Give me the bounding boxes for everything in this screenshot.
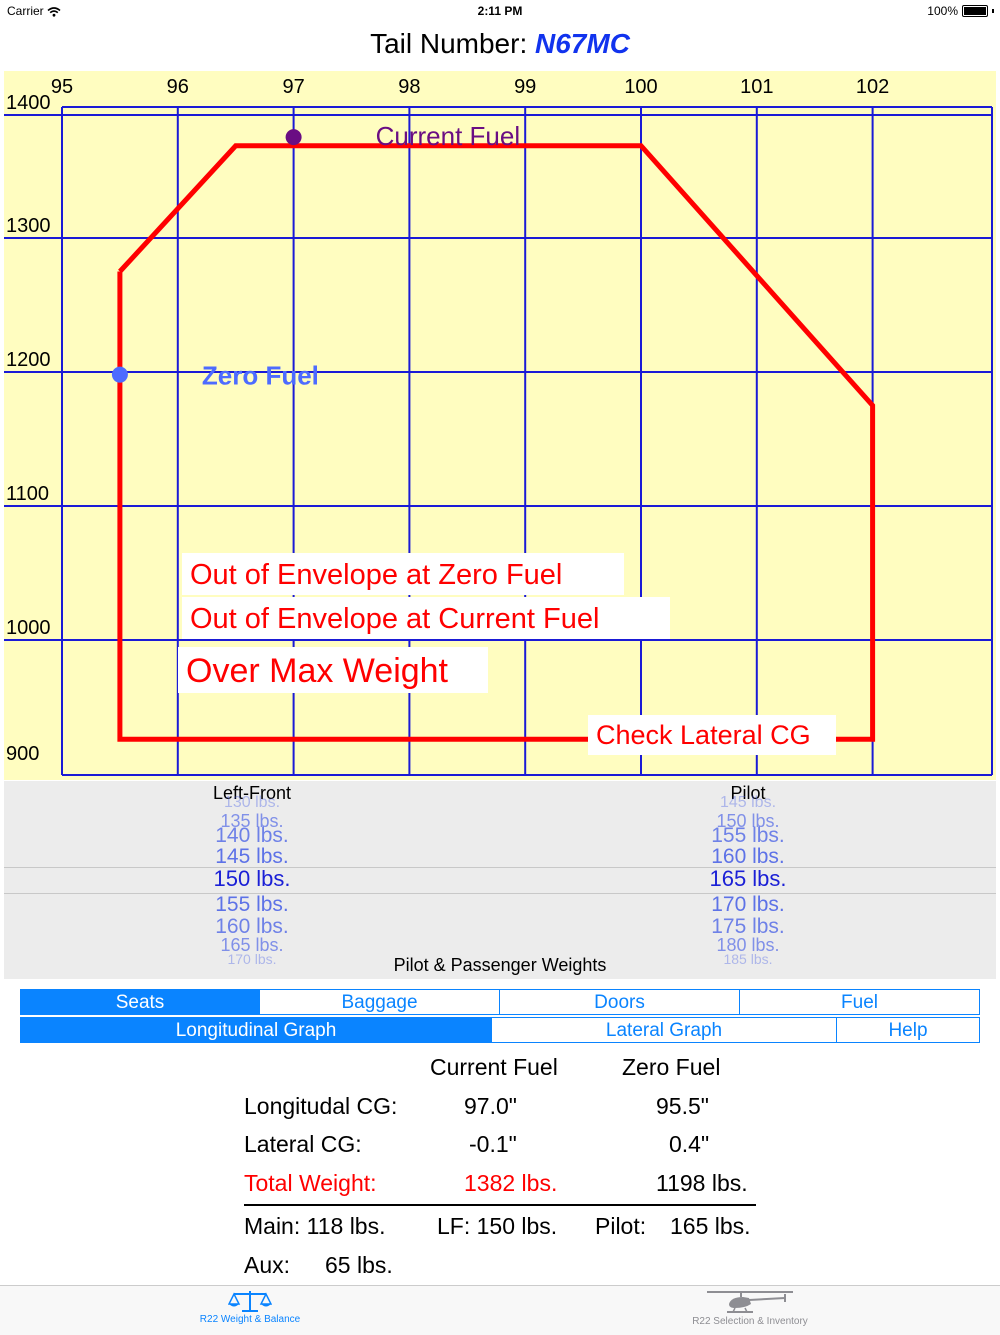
carrier-label: Carrier	[7, 4, 61, 18]
warning-max-weight-box	[178, 647, 488, 693]
picker-option[interactable]: 165 lbs.	[220, 935, 284, 955]
total-weight-current: 1382 lbs.	[464, 1170, 558, 1196]
page-title: Tail Number: N67MC	[0, 28, 1000, 60]
x-tick-label: 98	[398, 76, 420, 98]
pilot-weight-value: 165 lbs.	[670, 1213, 751, 1239]
tab-selection-inventory[interactable]: R22 Selection & Inventory	[600, 1286, 900, 1327]
tab-weight-balance[interactable]: R22 Weight & Balance	[100, 1286, 400, 1325]
tab-selection-inventory-label: R22 Selection & Inventory	[692, 1316, 808, 1327]
x-tick-label: 97	[282, 76, 304, 98]
picker-option[interactable]: 150 lbs.	[213, 866, 291, 891]
current-fuel-label: Current Fuel	[376, 121, 520, 151]
summary-divider	[244, 1204, 756, 1206]
zero-fuel-point	[111, 366, 128, 383]
tab-bar: R22 Weight & Balance R22 Selection & Inv…	[0, 1285, 1000, 1335]
battery-tip	[992, 9, 994, 13]
picker-option[interactable]: 165 lbs.	[709, 866, 787, 891]
tab-help[interactable]: Help	[836, 1017, 980, 1043]
tail-number-label: Tail Number:	[370, 28, 535, 59]
picker-option[interactable]: 160 lbs.	[215, 915, 289, 938]
battery-group: 100%	[927, 4, 994, 18]
cg-envelope-line	[117, 143, 876, 742]
aux-weight-label: Aux:	[244, 1252, 291, 1278]
tail-number-value: N67MC	[535, 28, 630, 59]
y-tick-label: 1400	[6, 92, 51, 114]
picker-selection-bottom	[4, 893, 996, 894]
picker-option[interactable]: 160 lbs.	[711, 845, 785, 868]
warning-max-weight: Over Max Weight	[186, 652, 449, 690]
aux-weight-value: 65 lbs.	[325, 1252, 393, 1278]
warning-zero-fuel-box	[182, 553, 624, 595]
helicopter-icon	[707, 1291, 793, 1313]
x-tick-label: 95	[51, 76, 73, 98]
picker-option[interactable]: 170 lbs.	[227, 951, 277, 967]
picker-column-title: Pilot	[730, 783, 766, 803]
current-fuel-point	[285, 129, 302, 146]
clock-text: 2:11 PM	[477, 4, 523, 18]
picker-option[interactable]: 140 lbs.	[215, 824, 289, 847]
picker-option[interactable]: 180 lbs.	[716, 935, 780, 955]
picker-option[interactable]: 175 lbs.	[711, 915, 785, 938]
picker-option[interactable]: 145 lbs.	[719, 794, 777, 811]
tab-longitudinal-graph[interactable]: Longitudinal Graph	[20, 1017, 492, 1043]
picker-option[interactable]: 155 lbs.	[711, 824, 785, 847]
main-weight: Main: 118 lbs.	[244, 1213, 386, 1239]
picker-option[interactable]: 130 lbs.	[223, 794, 281, 811]
y-tick-label: 1300	[6, 215, 51, 237]
longitudinal-cg-current: 97.0"	[464, 1093, 517, 1119]
picker-option[interactable]: 135 lbs.	[220, 811, 284, 831]
picker-footer: Pilot & Passenger Weights	[393, 955, 607, 975]
picker-option[interactable]: 185 lbs.	[723, 951, 773, 967]
x-tick-label: 102	[856, 76, 889, 98]
balance-scale-icon	[228, 1291, 272, 1312]
picker-option[interactable]: 150 lbs.	[716, 811, 780, 831]
picker-column-left-front[interactable]: Left-Front 130 lbs. 135 lbs. 140 lbs. 145 l…	[102, 781, 402, 967]
zero-fuel-label: Zero Fuel	[202, 361, 319, 391]
pilot-weight-label: Pilot:	[595, 1213, 647, 1239]
x-tick-label: 100	[624, 76, 657, 98]
picker-selection-top	[4, 867, 996, 868]
tab-lateral-graph[interactable]: Lateral Graph	[491, 1017, 837, 1043]
lateral-cg-current: -0.1"	[469, 1131, 517, 1157]
header-current-fuel: Current Fuel	[430, 1054, 558, 1080]
wifi-icon	[47, 7, 61, 17]
warning-lateral-cg-box	[588, 715, 836, 755]
left-front-weight: LF: 150 lbs.	[437, 1213, 558, 1239]
tab-doors[interactable]: Doors	[499, 989, 740, 1015]
lateral-cg-label: Lateral CG:	[244, 1131, 362, 1157]
carrier-text: Carrier	[7, 4, 44, 18]
longitudinal-cg-chart: 95 96 97 98 99 100 101 102 1400 1300 1200 1100 1000 9…	[4, 71, 996, 780]
battery-percent: 100%	[927, 4, 958, 18]
picker-option[interactable]: 155 lbs.	[215, 893, 289, 916]
warning-lateral-cg: Check Lateral CG	[596, 720, 811, 750]
total-weight-zero: 1198 lbs.	[656, 1170, 748, 1196]
lateral-cg-zero: 0.4"	[669, 1131, 710, 1157]
warning-zero-fuel: Out of Envelope at Zero Fuel	[190, 559, 562, 591]
picker-option[interactable]: 145 lbs.	[215, 845, 289, 868]
longitudinal-cg-label: Longitudal CG:	[244, 1093, 398, 1119]
x-tick-label: 99	[514, 76, 536, 98]
y-tick-label: 900	[6, 743, 39, 765]
status-bar: Carrier 2:11 PM 100%	[0, 0, 1000, 22]
weight-picker[interactable]: Left-Front 130 lbs. 135 lbs. 140 lbs. 145 l…	[4, 781, 996, 979]
total-weight-label: Total Weight:	[244, 1170, 377, 1196]
y-tick-label: 1100	[6, 483, 49, 505]
tab-baggage[interactable]: Baggage	[259, 989, 500, 1015]
picker-column-pilot[interactable]: Pilot 145 lbs. 150 lbs. 155 lbs. 160 lbs. 16…	[598, 781, 898, 967]
tab-weight-balance-label: R22 Weight & Balance	[199, 1314, 301, 1325]
x-tick-label: 96	[167, 76, 189, 98]
battery-icon	[962, 5, 988, 17]
warning-current-fuel: Out of Envelope at Current Fuel	[190, 603, 599, 635]
tab-fuel[interactable]: Fuel	[739, 989, 980, 1015]
warning-current-fuel-box	[182, 597, 670, 639]
tab-seats[interactable]: Seats	[20, 989, 260, 1015]
x-tick-label: 101	[740, 76, 773, 98]
picker-option[interactable]: 170 lbs.	[711, 893, 785, 916]
y-tick-label: 1200	[6, 349, 51, 371]
header-zero-fuel: Zero Fuel	[622, 1054, 721, 1080]
longitudinal-cg-zero: 95.5"	[656, 1093, 709, 1119]
y-tick-label: 1000	[6, 617, 51, 639]
picker-column-title: Left-Front	[212, 783, 292, 803]
